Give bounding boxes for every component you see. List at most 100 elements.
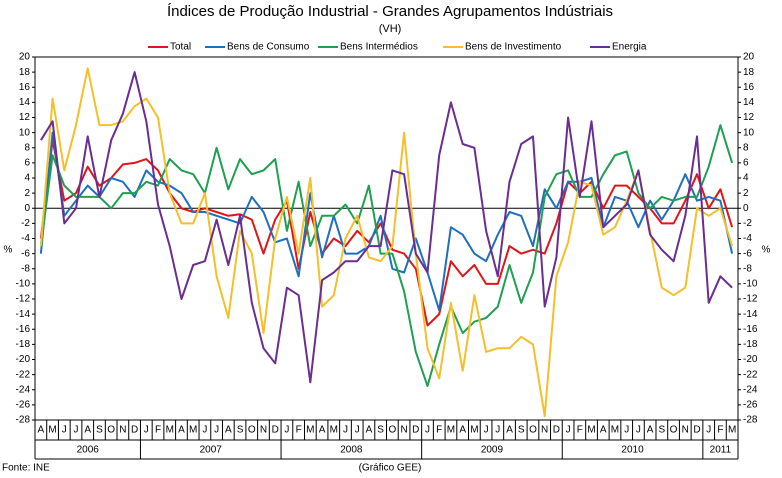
x-tick-label: J (214, 425, 219, 436)
y2-tick-label: -26 (743, 400, 758, 411)
y-tick-label: -18 (16, 339, 31, 350)
x-tick-label: J (425, 425, 430, 436)
y2-tick-label: -10 (743, 279, 758, 290)
x-tick-label: J (343, 425, 348, 436)
chart-subtitle: (VH) (379, 23, 402, 35)
x-tick-label: A (38, 425, 45, 436)
y-tick-label: -2 (21, 218, 30, 229)
x-tick-label: D (553, 425, 560, 436)
note: (Gráfico GEE) (359, 463, 422, 474)
y2-tick-label: 6 (743, 158, 749, 169)
x-tick-label: A (366, 425, 373, 436)
legend-label: Bens Intermédios (340, 42, 418, 53)
y2-tick-label: -28 (743, 415, 758, 426)
x-tick-label: F (577, 425, 583, 436)
year-label: 2011 (710, 445, 732, 456)
x-tick-label: M (48, 425, 56, 436)
x-tick-label: M (189, 425, 197, 436)
y2-tick-label: 10 (743, 127, 755, 138)
y-tick-label: -20 (16, 354, 31, 365)
x-tick-label: S (518, 425, 525, 436)
y2-tick-label: -20 (743, 354, 758, 365)
x-tick-label: J (636, 425, 641, 436)
x-tick-label: M (306, 425, 314, 436)
x-tick-label: J (624, 425, 629, 436)
y2-tick-label: 12 (743, 112, 755, 123)
x-tick-label: J (495, 425, 500, 436)
y2-tick-label: -8 (743, 263, 752, 274)
y2-tick-label: -4 (743, 233, 752, 244)
y2-tick-label: 4 (743, 173, 749, 184)
x-tick-label: F (155, 425, 161, 436)
y-tick-label: -22 (16, 369, 31, 380)
x-tick-label: J (284, 425, 289, 436)
x-tick-label: J (566, 425, 571, 436)
series-line (40, 71, 733, 384)
y2-tick-label: 16 (743, 82, 755, 93)
y-tick-label: 16 (19, 82, 31, 93)
y2-axis-label: % (762, 245, 771, 256)
series-line (39, 131, 734, 312)
x-tick-label: J (62, 425, 67, 436)
y2-tick-label: -6 (743, 248, 752, 259)
x-tick-label: A (600, 425, 607, 436)
x-tick-label: N (119, 425, 126, 436)
y-tick-label: 20 (19, 52, 31, 63)
x-tick-label: A (178, 425, 185, 436)
legend-label: Bens de Investimento (465, 42, 562, 53)
x-tick-label: F (436, 425, 442, 436)
y-tick-label: -26 (16, 400, 31, 411)
series-line (39, 139, 734, 327)
y-tick-label: -10 (16, 279, 31, 290)
x-tick-label: A (84, 425, 91, 436)
x-tick-label: D (412, 425, 419, 436)
x-tick-label: M (447, 425, 455, 436)
x-tick-label: M (330, 425, 338, 436)
legend-label: Bens de Consumo (227, 42, 310, 53)
y-tick-label: 12 (19, 112, 31, 123)
year-label: 2010 (621, 445, 644, 456)
y-tick-label: -14 (16, 309, 31, 320)
x-tick-label: A (225, 425, 232, 436)
y2-tick-label: -12 (743, 294, 758, 305)
y-tick-label: 14 (19, 97, 31, 108)
y-tick-label: 2 (24, 188, 30, 199)
y-tick-label: -28 (16, 415, 31, 426)
x-tick-label: A (506, 425, 513, 436)
series-line (39, 124, 734, 387)
y-tick-label: 10 (19, 127, 31, 138)
y2-tick-label: 18 (743, 67, 755, 78)
chart-title: Índices de Produção Industrial - Grandes… (167, 3, 613, 20)
legend-label: Total (170, 42, 191, 53)
y2-tick-label: 2 (743, 188, 749, 199)
x-tick-label: M (470, 425, 478, 436)
y-tick-label: -6 (21, 248, 30, 259)
x-tick-label: J (706, 425, 711, 436)
x-tick-label: O (388, 425, 396, 436)
year-label: 2008 (340, 445, 363, 456)
x-tick-label: O (248, 425, 256, 436)
year-label: 2007 (200, 445, 223, 456)
legend-label: Energia (612, 42, 647, 53)
y2-tick-label: 20 (743, 52, 755, 63)
x-tick-label: N (682, 425, 689, 436)
source: Fonte: INE (2, 463, 50, 474)
y-tick-label: 4 (24, 173, 30, 184)
x-tick-label: J (355, 425, 360, 436)
series-line (39, 67, 734, 418)
x-tick-label: O (107, 425, 115, 436)
x-tick-label: O (529, 425, 537, 436)
y-tick-label: -16 (16, 324, 31, 335)
x-tick-label: D (693, 425, 700, 436)
x-tick-label: S (237, 425, 244, 436)
x-tick-label: J (484, 425, 489, 436)
y-tick-label: -12 (16, 294, 31, 305)
x-tick-label: N (400, 425, 407, 436)
x-tick-label: S (96, 425, 103, 436)
y-tick-label: 0 (24, 203, 30, 214)
x-tick-label: F (717, 425, 723, 436)
y2-tick-label: -22 (743, 369, 758, 380)
x-tick-label: A (319, 425, 326, 436)
y-tick-label: -24 (16, 384, 31, 395)
